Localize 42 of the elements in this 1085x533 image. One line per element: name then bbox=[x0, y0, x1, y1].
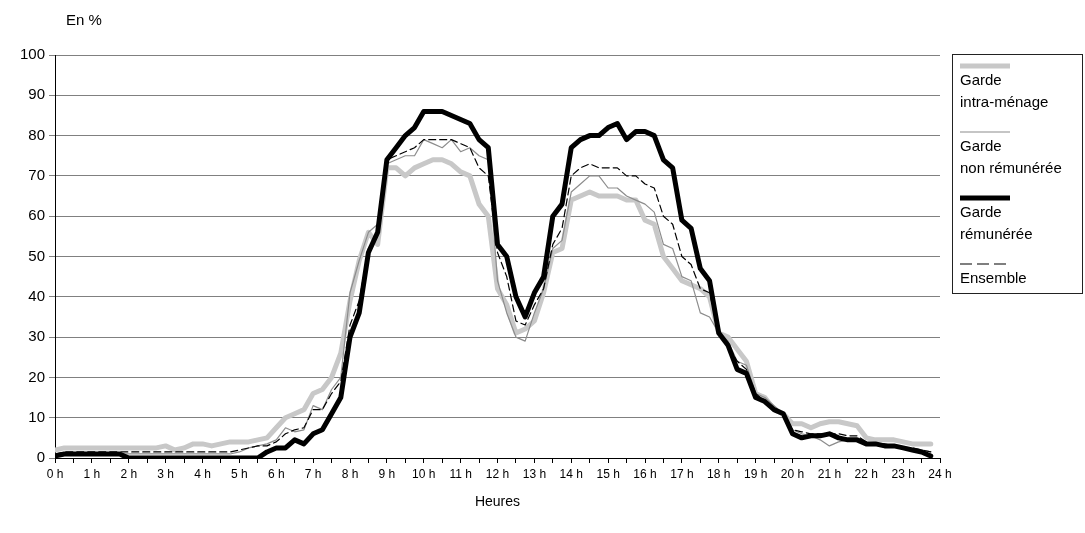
x-tick-label: 11 h bbox=[449, 466, 472, 481]
x-tick-label: 19 h bbox=[743, 466, 768, 481]
y-tick-label: 30 bbox=[28, 327, 45, 345]
y-tick-label: 20 bbox=[28, 367, 45, 385]
y-tick-label: 90 bbox=[28, 85, 45, 103]
x-tick-label: 2 h bbox=[120, 466, 138, 481]
x-tick-label: 1 h bbox=[83, 466, 101, 481]
legend-label: Garde rémunérée bbox=[960, 202, 1033, 244]
x-tick-label: 4 h bbox=[194, 466, 211, 481]
x-tick-label: 5 h bbox=[231, 466, 248, 481]
x-tick-label: 14 h bbox=[559, 466, 583, 481]
y-tick-label: 50 bbox=[28, 246, 45, 264]
x-tick-label: 22 h bbox=[854, 466, 878, 481]
y-tick-label: 80 bbox=[28, 125, 45, 143]
x-tick-label: 9 h bbox=[378, 466, 396, 481]
y-tick-label: 60 bbox=[28, 206, 45, 224]
x-tick-label: 16 h bbox=[633, 466, 657, 481]
legend-label: Garde non rémunérée bbox=[960, 136, 1062, 178]
x-tick-label: 0 h bbox=[46, 466, 64, 481]
x-tick-label: 24 h bbox=[928, 466, 952, 481]
x-tick-label: 15 h bbox=[596, 466, 620, 481]
x-tick-label: 17 h bbox=[670, 466, 694, 481]
legend-label: Ensemble bbox=[960, 268, 1027, 288]
x-tick-label: 8 h bbox=[341, 466, 359, 481]
x-tick-label: 7 h bbox=[304, 466, 322, 481]
y-tick-label: 40 bbox=[28, 286, 45, 304]
y-tick-label: 0 bbox=[36, 448, 45, 466]
y-axis-title: En % bbox=[66, 11, 102, 28]
x-tick-label: 6 h bbox=[267, 466, 285, 481]
x-tick-label: 10 h bbox=[412, 466, 436, 481]
y-tick-label: 100 bbox=[19, 45, 45, 63]
y-tick-label: 10 bbox=[28, 407, 45, 425]
x-tick-label: 12 h bbox=[485, 466, 510, 481]
x-tick-label: 23 h bbox=[891, 466, 915, 481]
x-tick-label: 21 h bbox=[817, 466, 842, 481]
x-tick-label: 13 h bbox=[522, 466, 547, 481]
x-tick-label: 20 h bbox=[780, 466, 805, 481]
x-tick-label: 18 h bbox=[707, 466, 731, 481]
x-tick-label: 3 h bbox=[157, 466, 174, 481]
legend-label: Garde intra-ménage bbox=[960, 70, 1049, 112]
x-axis-title: Heures bbox=[474, 493, 521, 510]
y-tick-label: 70 bbox=[28, 166, 45, 184]
